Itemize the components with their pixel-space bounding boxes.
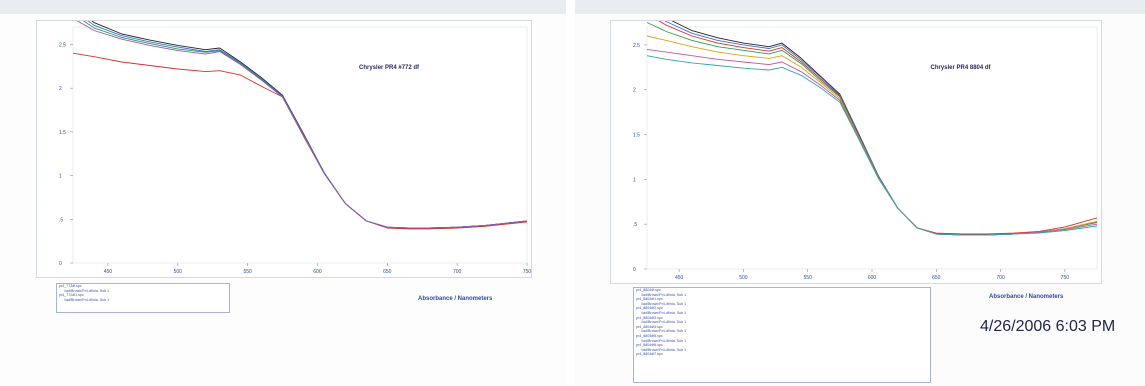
chart-frame-2: 0 .5 1 1.5 2 2.5 450 500 550 600 650 700 750 Chrysler…	[610, 20, 1102, 284]
y-tick-label: .5	[633, 222, 637, 228]
legend-entry: pr4_8804df4.spc	[636, 324, 663, 329]
y-tick-label: .5	[59, 217, 63, 223]
legend-box-2: pr4_8804df.spc \\ad\Brown\Pr4-df\nia, Sub…	[633, 287, 931, 383]
y-tick-label: 2.5	[633, 43, 640, 49]
legend-entry: \\ad\Brown\Pr4-df\nia, Sub 1	[641, 329, 687, 334]
x-tick-label: 550	[804, 275, 813, 281]
x-tick-label: 500	[174, 269, 183, 275]
x-tick-label: 750	[523, 269, 531, 275]
x-axis-label-1: Absorbance / Nanometers	[418, 296, 493, 302]
legend-entry: \\ad\Brown\Pr4-df\nia, Sub 1	[641, 347, 687, 352]
legend-entry: pr4_8804df7.spc	[636, 352, 663, 357]
legend-entry: \\ad\Brown\Pr4-df\nia, Sub 1	[64, 297, 110, 302]
x-tick-label: 700	[453, 269, 462, 275]
absorbance-chart-1: 0 .5 1 1.5 2 2.5 450 500 550 600 650 700 750 Chrysler…	[59, 21, 531, 275]
x-tick-label: 600	[868, 275, 877, 281]
x-tick-label: 700	[996, 275, 1005, 281]
x-tick-label: 450	[675, 275, 684, 281]
y-tick-label: 2	[633, 88, 636, 94]
chart-title: Chrysler PR4 #772 df	[359, 65, 420, 71]
x-tick-label: 550	[243, 269, 252, 275]
left-printout: 0 .5 1 1.5 2 2.5 450 500 550 600 650 700 750 Chrysler…	[0, 0, 566, 386]
x-axis-label-2: Absorbance / Nanometers	[989, 294, 1064, 300]
x-tick-label: 500	[739, 275, 748, 281]
legend-entry: \\ad\Brown\Pr4-df\nia, Sub 1	[641, 292, 687, 297]
legend-entry: pr4_8804df2.spc	[636, 306, 663, 311]
legend-entry: \\ad\Brown\Pr4-df\nia, Sub 1	[641, 320, 687, 325]
x-tick-label: 600	[313, 269, 322, 275]
x-tick-label: 650	[383, 269, 392, 275]
legend-entry: pr4_8804df6.spc	[636, 343, 663, 348]
legend-entry: pr4_8804df1.spc	[636, 297, 663, 302]
legend-entry: \\ad\Brown\Pr4-df\nia, Sub 1	[641, 301, 687, 306]
legend-entry: pr4_772df1.spc	[59, 293, 84, 298]
y-tick-label: 1.5	[633, 133, 640, 139]
x-tick-label: 750	[1061, 275, 1070, 281]
legend-entry: pr4_8804df.spc	[636, 288, 661, 292]
x-tick-label: 650	[932, 275, 941, 281]
plot-area	[646, 26, 1098, 270]
timestamp: 4/26/2006 6:03 PM	[980, 318, 1116, 335]
y-tick-label: 2	[59, 86, 62, 92]
series-line-7	[646, 55, 1098, 236]
absorbance-chart-2: 0 .5 1 1.5 2 2.5 450 500 550 600 650 700 750 Chrysler…	[633, 21, 1098, 281]
scan-edge	[575, 0, 1145, 14]
legend-box-1: pr4_772df.spc \\ad\Brown\Pr4-df\nia, Sub …	[56, 283, 230, 313]
legend-entry: pr4_772df.spc	[59, 284, 82, 288]
x-tick-label: 450	[104, 269, 113, 275]
right-printout: 0 .5 1 1.5 2 2.5 450 500 550 600 650 700 750 Chrysler…	[575, 0, 1145, 386]
y-tick-label: 0	[59, 261, 62, 267]
y-tick-label: 2.5	[59, 42, 66, 48]
y-tick-label: 1.5	[59, 130, 66, 136]
legend-entry: \\ad\Brown\Pr4-df\nia, Sub 1	[641, 310, 687, 315]
legend-entry: \\ad\Brown\Pr4-df\nia, Sub 1	[641, 338, 687, 343]
scan-edge	[0, 0, 566, 14]
chart-frame-1: 0 .5 1 1.5 2 2.5 450 500 550 600 650 700 750 Chrysler…	[36, 20, 532, 278]
y-tick-label: 1	[633, 177, 636, 183]
plot-area	[72, 26, 528, 264]
legend-entry: pr4_8804df3.spc	[636, 315, 663, 320]
y-tick-label: 0	[633, 267, 636, 273]
legend-entry: \\ad\Brown\Pr4-df\nia, Sub 1	[64, 288, 110, 293]
legend-entry: pr4_8804df5.spc	[636, 333, 663, 338]
y-tick-label: 1	[59, 174, 62, 180]
chart-title: Chrysler PR4 8804 df	[931, 65, 992, 71]
series-line-5	[76, 21, 528, 229]
